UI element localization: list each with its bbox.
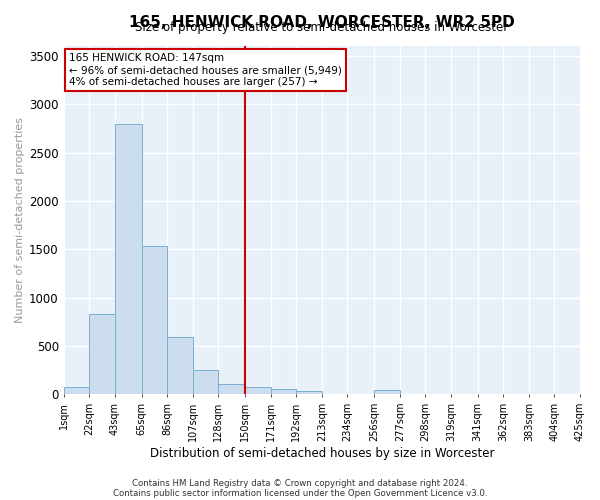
Bar — [245, 386, 271, 394]
Bar — [374, 390, 400, 394]
Bar — [296, 391, 322, 394]
Bar — [271, 389, 296, 394]
Bar — [89, 314, 115, 394]
Bar — [142, 246, 167, 394]
Bar — [193, 370, 218, 394]
Bar — [64, 387, 89, 394]
Text: 165 HENWICK ROAD: 147sqm
← 96% of semi-detached houses are smaller (5,949)
4% of: 165 HENWICK ROAD: 147sqm ← 96% of semi-d… — [69, 54, 341, 86]
Bar — [115, 124, 142, 394]
Bar — [218, 384, 245, 394]
Text: Contains public sector information licensed under the Open Government Licence v3: Contains public sector information licen… — [113, 488, 487, 498]
Title: 165, HENWICK ROAD, WORCESTER, WR2 5PD: 165, HENWICK ROAD, WORCESTER, WR2 5PD — [129, 15, 515, 30]
Bar — [167, 338, 193, 394]
Text: Size of property relative to semi-detached houses in Worcester: Size of property relative to semi-detach… — [135, 22, 508, 35]
Text: Contains HM Land Registry data © Crown copyright and database right 2024.: Contains HM Land Registry data © Crown c… — [132, 478, 468, 488]
X-axis label: Distribution of semi-detached houses by size in Worcester: Distribution of semi-detached houses by … — [149, 447, 494, 460]
Y-axis label: Number of semi-detached properties: Number of semi-detached properties — [15, 118, 25, 324]
